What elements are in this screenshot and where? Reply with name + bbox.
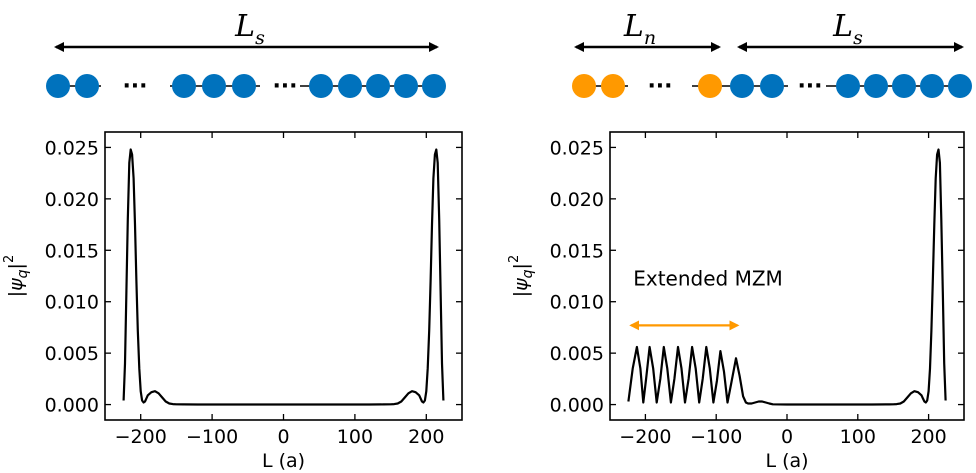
left-chain: ··· ··· [46,74,446,99]
y-tick-label: 0.005 [45,343,99,365]
sc-site [836,74,860,98]
ls-length-label: Ls [234,9,265,49]
plot-frame [104,131,463,421]
y-axis-label: |ψq|2 [507,255,536,298]
sc-site [46,74,70,98]
y-tick-label: 0.005 [550,343,604,365]
y-tick-label: 0.000 [45,395,99,417]
x-tick-label: 0 [781,426,793,448]
sc-site [366,74,390,98]
sc-site [864,74,888,98]
ellipsis: ··· [797,74,822,99]
y-tick-label: 0.020 [550,189,604,211]
y-tick-label: 0.020 [45,189,99,211]
sc-site [172,74,196,98]
sc-site [760,74,784,98]
ellipsis: ··· [122,74,147,99]
left-schematic: Ls ··· ··· [46,9,446,99]
right-chain: ··· ··· [572,74,972,99]
x-tick-label: −100 [690,426,742,448]
normal-site [601,74,625,98]
ellipsis: ··· [272,74,297,99]
sc-site [948,74,972,98]
sc-site [892,74,916,98]
sc-site [422,74,446,98]
y-tick-label: 0.025 [45,137,99,159]
ellipsis: ··· [647,74,672,99]
x-tick-label: 0 [277,426,289,448]
sc-site [394,74,418,98]
y-tick-label: 0.015 [45,240,99,262]
x-tick-label: 100 [840,426,876,448]
left-plot: −200 −100 0 100 200 0.000 0.005 0.010 0.015 0.020… [2,131,463,472]
wavefunction-line [122,148,445,406]
y-tick-label: 0.010 [550,292,604,314]
normal-site [572,74,596,98]
wavefunction-line [627,148,947,406]
x-axis-label: L (a) [262,450,305,472]
right-schematic: Ln Ls ··· ··· [572,9,972,99]
y-axis-label: |ψq|2 [2,255,31,298]
x-tick-label: −200 [115,426,167,448]
x-tick-label: −200 [619,426,671,448]
x-tick-label: 100 [337,426,373,448]
right-plot: −200 −100 0 100 200 0.000 0.005 0.010 0.015 0.020… [507,131,965,472]
sc-site [232,74,256,98]
extended-mzm-label: Extended MZM [633,266,783,290]
x-tick-label: 200 [910,426,946,448]
x-tick-label: −100 [186,426,238,448]
ln-length-label: Ln [623,9,656,49]
sc-site [338,74,362,98]
y-tick-label: 0.025 [550,137,604,159]
sc-site [202,74,226,98]
y-tick-label: 0.015 [550,240,604,262]
sc-site [920,74,944,98]
x-axis-label: L (a) [765,450,808,472]
y-tick-label: 0.000 [550,395,604,417]
ls-length-label: Ls [832,9,863,49]
x-tick-label: 200 [408,426,444,448]
sc-site [309,74,333,98]
sc-site [730,74,754,98]
normal-site [698,74,722,98]
sc-site [75,74,99,98]
y-tick-label: 0.010 [45,292,99,314]
